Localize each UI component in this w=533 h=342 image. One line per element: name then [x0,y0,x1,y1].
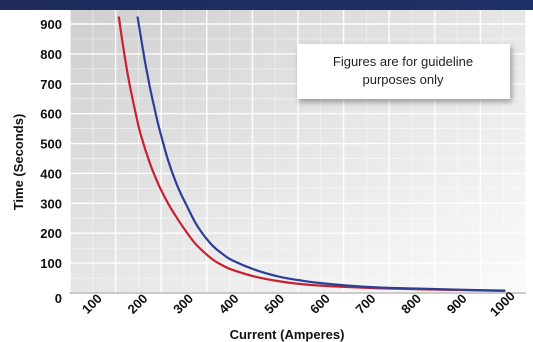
y-tick-label: 600 [40,107,62,122]
y-tick-label: 700 [40,77,62,92]
y-tick-label: 900 [40,17,62,32]
x-tick-label: 600 [307,291,333,317]
x-tick-label: 500 [261,291,287,317]
y-tick-label: 100 [40,256,62,271]
y-tick-label: 800 [40,47,62,62]
series-lines [117,16,506,292]
y-tick-label: 500 [40,137,62,152]
note-box [297,44,510,99]
y-tick-label: 300 [40,196,62,211]
y-tick-label: 400 [40,166,62,181]
y-tick-label: 0 [55,291,62,306]
header-band [0,0,533,10]
x-tick-label: 100 [79,291,105,317]
x-axis-title: Current (Amperes) [230,327,345,342]
note-line-2: purposes only [363,72,444,87]
x-tick-label: 300 [170,291,196,317]
note-line-1: Figures are for guideline [333,54,473,69]
x-tick-label: 700 [353,291,379,317]
series-line-red [117,16,506,292]
y-tick-label: 200 [40,226,62,241]
y-tick-labels: 0 100 200 300 400 500 600 700 800 900 [40,17,62,306]
x-tick-label: 400 [216,291,242,317]
x-tick-label: 900 [444,291,470,317]
x-tick-label: 800 [398,291,424,317]
y-axis-title: Time (Seconds) [11,114,26,211]
guideline-note: Figures are for guideline purposes only [297,44,510,99]
x-tick-label: 200 [125,291,151,317]
series-line-blue [136,16,506,292]
